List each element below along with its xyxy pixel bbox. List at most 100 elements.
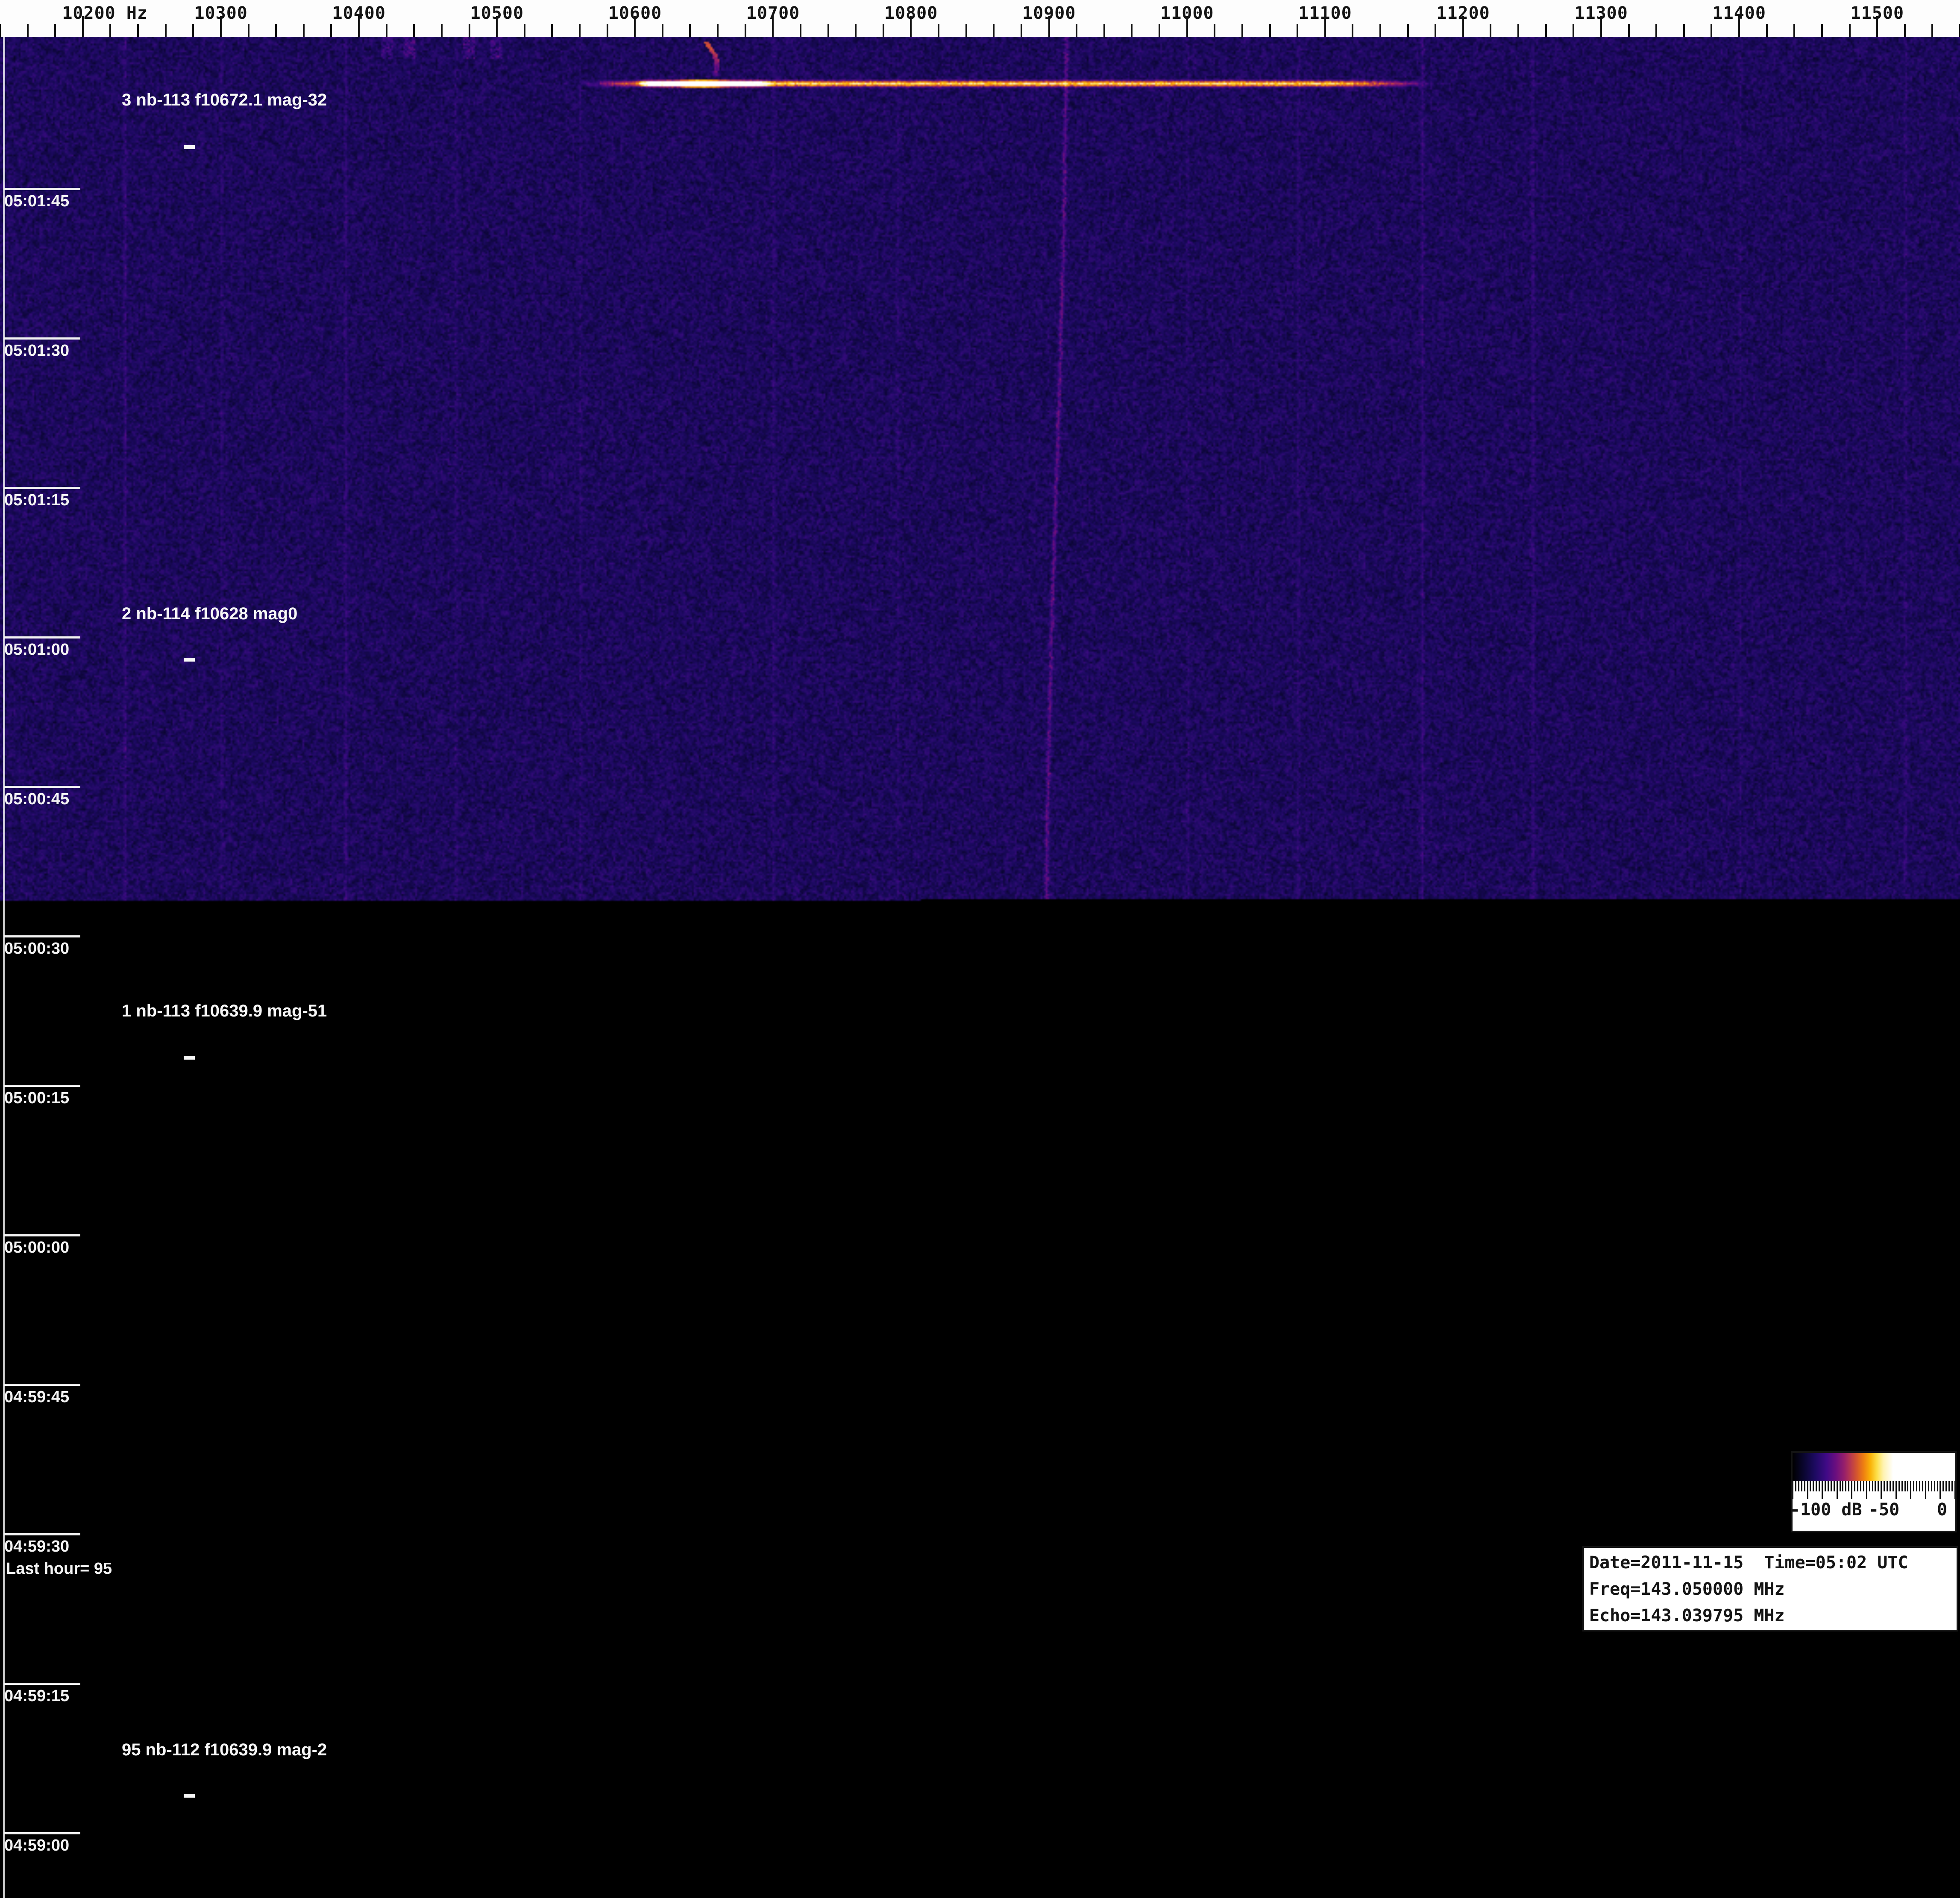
freq-tick-minor xyxy=(1103,24,1105,37)
freq-tick-minor xyxy=(468,24,470,37)
freq-tick-minor xyxy=(1931,24,1934,37)
time-axis-label: 04:59:15 xyxy=(4,1687,70,1705)
colorbar-tick-minor xyxy=(1878,1481,1879,1491)
colorbar-tick-minor xyxy=(1887,1481,1888,1491)
freq-tick-major xyxy=(1876,16,1878,37)
colorbar-labels: -100 dB -50 0 xyxy=(1793,1499,1955,1529)
colorbar-tick-minor xyxy=(1845,1481,1847,1491)
freq-axis-label: 11300 xyxy=(1574,3,1628,23)
waterfall-display[interactable] xyxy=(0,37,1960,1898)
freq-tick-minor xyxy=(744,24,746,37)
info-box: Date=2011-11-15 Time=05:02 UTC Freq=143.… xyxy=(1582,1546,1958,1631)
colorbar-tick-minor xyxy=(1884,1481,1885,1491)
freq-tick-minor xyxy=(413,24,415,37)
colorbar-tick-major xyxy=(1925,1481,1926,1499)
freq-tick-minor xyxy=(799,24,801,37)
freq-tick-major xyxy=(496,16,498,37)
colorbar-tick-minor xyxy=(1842,1481,1844,1491)
colorbar-tick-minor xyxy=(1813,1481,1814,1491)
colorbar-tick-minor xyxy=(1795,1481,1796,1491)
time-tick xyxy=(4,1384,80,1386)
colorbar-tick-major xyxy=(1822,1481,1823,1499)
colorbar-tick-minor xyxy=(1951,1481,1953,1491)
info-line-freq: Freq=143.050000 MHz xyxy=(1589,1579,1785,1599)
freq-tick-major xyxy=(772,16,774,37)
colorbar-tick-minor xyxy=(1942,1481,1944,1491)
freq-tick-major xyxy=(1324,16,1326,37)
freq-tick-minor xyxy=(1490,24,1492,37)
colorbar-tick-minor xyxy=(1928,1481,1929,1491)
colorbar-tick-minor xyxy=(1937,1481,1938,1491)
freq-axis-label: 11000 xyxy=(1160,3,1214,23)
colorbar-tick-minor xyxy=(1919,1481,1921,1491)
echo-annotation: 95 nb-112 f10639.9 mag-2 xyxy=(122,1740,327,1759)
time-tick xyxy=(4,935,80,937)
colorbar-tick-minor xyxy=(1945,1481,1947,1491)
freq-tick-minor xyxy=(1020,24,1022,37)
colorbar-tick-minor xyxy=(1875,1481,1876,1491)
colorbar-tick-minor xyxy=(1892,1481,1894,1491)
freq-tick-minor xyxy=(689,24,691,37)
freq-tick-major xyxy=(634,16,636,37)
colorbar-tick-minor xyxy=(1907,1481,1909,1491)
frequency-axis: 10200 Hz 10300 10400 10500 10600 10700 10800 10… xyxy=(0,0,1960,37)
freq-tick-minor xyxy=(661,24,663,37)
freq-tick-minor xyxy=(1821,24,1823,37)
colorbar-legend: -100 dB -50 0 xyxy=(1791,1451,1957,1532)
freq-axis-label: 10600 xyxy=(608,3,662,23)
colorbar-label-min: -100 dB xyxy=(1791,1500,1862,1520)
freq-tick-minor xyxy=(275,24,277,37)
freq-axis-label: 10700 xyxy=(746,3,800,23)
time-axis-label: 04:59:00 xyxy=(4,1836,70,1854)
echo-marker-dash xyxy=(184,658,195,662)
colorbar-tick-minor xyxy=(1934,1481,1935,1491)
freq-tick-minor xyxy=(247,24,249,37)
colorbar-tick-minor xyxy=(1913,1481,1915,1491)
freq-tick-minor xyxy=(1711,24,1713,37)
freq-tick-minor xyxy=(1628,24,1630,37)
freq-tick-minor xyxy=(164,24,167,37)
freq-axis-label: 11400 xyxy=(1712,3,1766,23)
time-tick xyxy=(4,1683,80,1685)
colorbar-tick-major xyxy=(1895,1481,1897,1499)
colorbar-tick-minor xyxy=(1948,1481,1950,1491)
freq-tick-minor xyxy=(993,24,995,37)
colorbar-tick-major xyxy=(1954,1481,1955,1499)
freq-tick-minor xyxy=(1545,24,1547,37)
freq-tick-minor xyxy=(330,24,332,37)
freq-tick-minor xyxy=(440,24,443,37)
waterfall-left-border xyxy=(3,37,5,1898)
time-axis-label: 05:00:00 xyxy=(4,1239,70,1257)
freq-tick-minor xyxy=(1379,24,1381,37)
freq-axis-label: 10800 xyxy=(884,3,938,23)
time-tick xyxy=(4,337,80,340)
freq-axis-label: 10400 xyxy=(332,3,386,23)
colorbar-tick-minor xyxy=(1872,1481,1873,1491)
echo-marker-dash xyxy=(184,1794,195,1798)
freq-tick-minor xyxy=(1904,24,1906,37)
time-axis-label: 04:59:30 xyxy=(4,1538,70,1555)
freq-tick-major xyxy=(1600,16,1602,37)
info-line-date: Date=2011-11-15 Time=05:02 UTC xyxy=(1589,1553,1908,1573)
freq-tick-minor xyxy=(1766,24,1768,37)
freq-axis-label: 11500 xyxy=(1850,3,1904,23)
colorbar-tick-major xyxy=(1866,1481,1867,1499)
time-axis-label: 05:00:30 xyxy=(4,940,70,958)
freq-tick-minor xyxy=(1352,24,1354,37)
freq-axis-label: 11100 xyxy=(1298,3,1352,23)
colorbar-tick-minor xyxy=(1901,1481,1903,1491)
colorbar-tick-minor xyxy=(1830,1481,1832,1491)
colorbar-tick-minor xyxy=(1827,1481,1829,1491)
time-axis-label: 05:01:15 xyxy=(4,491,70,509)
freq-tick-minor xyxy=(137,24,139,37)
echo-marker-dash xyxy=(184,145,195,149)
colorbar-tick-minor xyxy=(1833,1481,1835,1491)
colorbar-gradient xyxy=(1793,1453,1955,1481)
time-tick xyxy=(4,636,80,639)
freq-tick-minor xyxy=(1269,24,1271,37)
freq-tick-minor xyxy=(1573,24,1575,37)
colorbar-tick-minor xyxy=(1825,1481,1826,1491)
freq-tick-minor xyxy=(1297,24,1299,37)
freq-tick-minor xyxy=(1241,24,1243,37)
